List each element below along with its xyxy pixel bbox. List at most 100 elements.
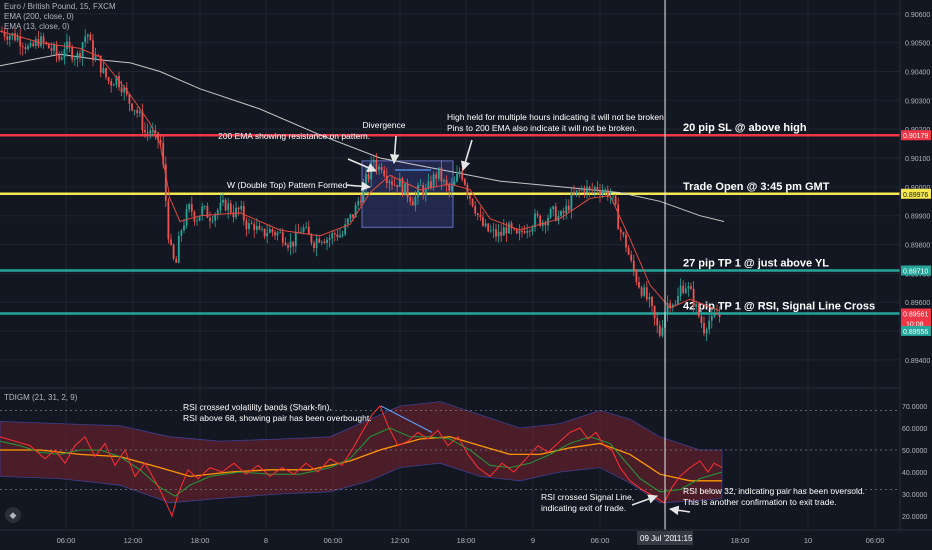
candle-body: [456, 174, 458, 182]
candle-body: [614, 195, 617, 205]
candle-body: [336, 234, 339, 238]
candle-body: [58, 55, 61, 60]
candle-body: [27, 45, 29, 50]
candle-body: [131, 103, 133, 111]
candle-body: [287, 245, 289, 248]
candle-body: [601, 191, 604, 195]
candle-body: [612, 195, 614, 197]
candle-body: [284, 242, 287, 246]
candle-body: [674, 304, 677, 306]
candle-body: [440, 167, 443, 182]
candle-body: [211, 220, 214, 222]
candle-body: [398, 178, 401, 187]
candle-body: [242, 205, 245, 221]
candle-body: [175, 258, 178, 263]
candle-body: [313, 242, 315, 249]
candle-body: [255, 226, 258, 230]
time-tick-label: 18:00: [191, 536, 210, 545]
candle-body: [42, 36, 45, 43]
candle-body: [53, 44, 55, 51]
ema200-legend[interactable]: EMA (200, close, 0): [4, 12, 74, 21]
candle-body: [206, 206, 209, 218]
price-tick-label: 0.90000: [905, 185, 930, 192]
candle-body: [237, 207, 240, 210]
annotation-arrow: [345, 181, 371, 192]
candle-body: [593, 187, 596, 191]
candle-body: [393, 184, 396, 186]
candle-body: [68, 41, 71, 48]
candle-body: [105, 68, 107, 78]
candle-body: [315, 238, 318, 249]
candle-body: [617, 204, 620, 230]
candle-body: [487, 223, 490, 232]
candle-body: [253, 223, 256, 230]
rsi-pane[interactable]: [0, 401, 900, 518]
candle-body: [214, 214, 217, 221]
signal-line: [0, 427, 723, 497]
time-tick-label: 06:00: [866, 536, 885, 545]
candle-body: [201, 206, 204, 216]
price-tag-sl: [901, 130, 931, 141]
candle-body: [71, 47, 74, 60]
candle-body: [323, 241, 326, 244]
ema13-legend[interactable]: EMA (13, close, 0): [4, 22, 70, 31]
candle-body: [492, 229, 495, 231]
candle-body: [3, 31, 6, 37]
candle-body: [144, 130, 146, 133]
candle-body: [651, 296, 653, 306]
candle-body: [102, 68, 105, 73]
crosshair-time: 11:15: [673, 534, 693, 543]
candle-body: [424, 188, 427, 196]
price-pane[interactable]: 20 pip SL @ above high Trade Open @ 3:45 …: [0, 26, 900, 341]
candle-body: [362, 185, 365, 203]
price-axis[interactable]: 0.906000.905000.904000.903000.902000.901…: [899, 0, 932, 550]
candle-body: [365, 174, 367, 186]
price-tag-tp2: [901, 308, 931, 319]
time-tick-label: 9: [531, 536, 535, 545]
candle-body: [406, 183, 409, 198]
candle-body: [73, 58, 76, 60]
candle-body: [300, 231, 302, 234]
candle-body: [24, 47, 27, 50]
annotation-text: 200 EMA showing resistance on pattern.: [218, 131, 370, 141]
price-tick-label: 0.90400: [905, 69, 930, 76]
time-axis[interactable]: 06:0012:0018:00806:0012:0018:00906:0012:…: [0, 529, 932, 545]
indicator-legend[interactable]: TDIGM (21, 31, 2, 9): [4, 393, 78, 402]
price-tag-text: 0.90179: [903, 133, 928, 140]
tv-logo-icon[interactable]: ◆: [5, 507, 21, 523]
candle-body: [63, 49, 66, 58]
symbol-label[interactable]: Euro / British Pound, 15, FXCM: [4, 2, 116, 11]
candle-body: [427, 181, 430, 189]
level-label-entry: Trade Open @ 3:45 pm GMT: [683, 181, 830, 193]
candle-body: [172, 244, 175, 259]
candle-body: [536, 213, 539, 216]
candle-body: [705, 329, 708, 334]
candle-body: [115, 76, 118, 85]
candle-body: [240, 205, 243, 210]
time-tick-label: 18:00: [457, 536, 476, 545]
candle-body: [112, 84, 115, 86]
candle-body: [279, 232, 282, 233]
candle-body: [713, 312, 716, 317]
candle-body: [627, 247, 630, 255]
candle-body: [258, 226, 261, 230]
candle-body: [32, 43, 35, 46]
candle-body: [198, 215, 201, 221]
candle-body: [341, 234, 344, 236]
candle-body: [328, 238, 331, 240]
candle-body: [528, 230, 531, 232]
candle-body: [656, 318, 659, 326]
price-tick-label: 0.90600: [905, 12, 930, 19]
level-label-sl: 20 pip SL @ above high: [683, 122, 807, 134]
candle-body: [250, 223, 253, 225]
candle-body: [354, 204, 357, 218]
rsi-tick-label: 50.0000: [902, 448, 927, 455]
ema13-line: [0, 30, 721, 312]
candle-body: [248, 223, 250, 230]
price-tag-tp1: [901, 265, 931, 276]
candle-body: [653, 305, 656, 319]
candle-body: [331, 233, 334, 239]
candle-body: [690, 286, 692, 290]
ema200-line: [0, 53, 725, 222]
